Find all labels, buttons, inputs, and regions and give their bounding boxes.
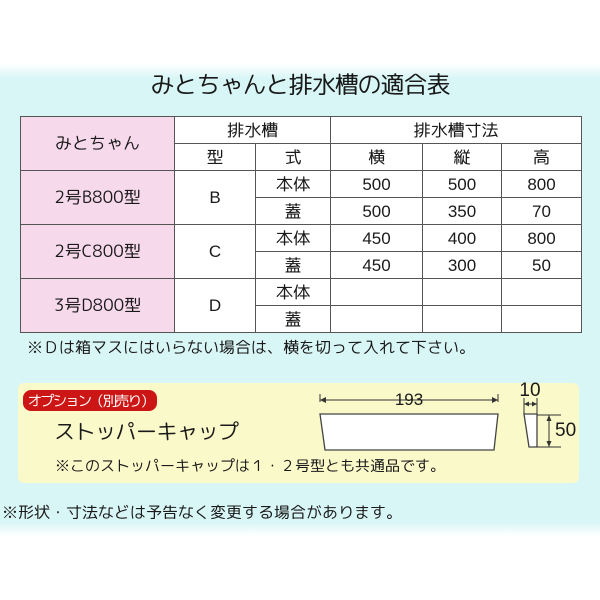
svg-text:10: 10 — [519, 380, 540, 401]
svg-text:50: 50 — [555, 420, 576, 441]
svg-text:193: 193 — [395, 390, 423, 409]
